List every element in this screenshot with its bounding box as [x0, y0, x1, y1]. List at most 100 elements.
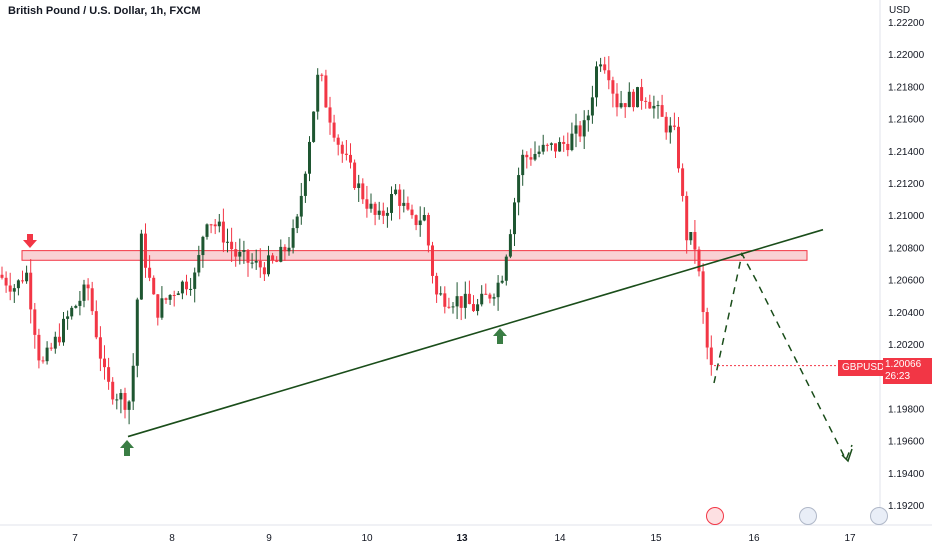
candle-body [312, 111, 316, 142]
chart-title: British Pound / U.S. Dollar, 1h, FXCM [8, 5, 201, 17]
candle-body [336, 137, 340, 145]
candle-body [308, 141, 311, 174]
candle-body [537, 151, 541, 154]
projection-arrowhead [841, 448, 853, 463]
x-tick-label: 8 [169, 533, 175, 544]
price-box: 1.20066 26:23 [883, 358, 932, 384]
candle-body [303, 173, 307, 196]
x-tick-label: 15 [650, 533, 662, 544]
candle-body [139, 233, 143, 300]
bar-countdown: 26:23 [885, 371, 911, 382]
candle-body [246, 250, 250, 263]
candle-body [135, 299, 139, 366]
candle-body [33, 309, 37, 335]
candle-body [701, 271, 705, 313]
candle-body [357, 183, 361, 188]
candle-body [49, 347, 53, 349]
candle-body [681, 168, 685, 196]
candle-body [324, 75, 328, 108]
candle-body [291, 228, 295, 248]
candle-body [168, 294, 172, 300]
candle-body [316, 74, 320, 112]
candle-body [90, 288, 94, 312]
y-tick-label: 1.19400 [888, 469, 925, 480]
event-flash-icon[interactable] [706, 507, 724, 525]
candle-body [439, 293, 443, 295]
candle-body [443, 293, 447, 307]
candle-body [644, 100, 648, 102]
candle-body [279, 246, 283, 262]
candle-body [287, 247, 291, 252]
candle-body [521, 154, 525, 176]
y-tick-label: 1.19200 [888, 501, 925, 512]
up-arrow-marker [120, 440, 134, 456]
candle-body [582, 120, 586, 137]
candle-body [709, 347, 713, 365]
candle-body [299, 195, 303, 217]
y-tick-label: 1.22000 [888, 50, 925, 61]
candle-body [422, 215, 426, 221]
candle-body [267, 255, 270, 275]
candle-body [111, 381, 115, 400]
candle-body [258, 260, 262, 268]
candle-body [353, 162, 357, 188]
candle-body [94, 311, 98, 338]
candle-body [558, 141, 562, 152]
x-tick-label: 14 [554, 533, 566, 544]
candle-body [390, 193, 393, 213]
candle-body [426, 215, 430, 246]
candle-body [53, 336, 57, 349]
candle-body [156, 294, 160, 318]
candle-body [86, 284, 90, 289]
candle-body [611, 80, 615, 94]
candle-body [37, 334, 41, 361]
candle-body [283, 246, 287, 252]
projection-path [713, 251, 853, 462]
candle-body [529, 157, 533, 160]
candle-body [365, 199, 369, 209]
candle-body [369, 203, 373, 209]
candle-body [377, 210, 381, 215]
candle-body [332, 122, 336, 138]
candle-body [677, 126, 680, 169]
candle-body [4, 277, 8, 286]
candle-body [254, 260, 258, 263]
candle-body [344, 153, 348, 155]
event-flag-icon-2[interactable] [870, 507, 888, 525]
candle-body [103, 358, 106, 368]
candle-body [164, 298, 168, 300]
candle-body [455, 296, 459, 307]
event-flag-icon[interactable] [799, 507, 817, 525]
candle-body [410, 209, 414, 216]
candle-body [119, 392, 123, 400]
candle-body [209, 224, 213, 226]
candle-body [148, 267, 152, 278]
candle-body [213, 224, 217, 227]
candle-body [394, 189, 398, 194]
candle-body [197, 255, 201, 273]
y-tick-label: 1.21600 [888, 115, 925, 126]
candle-body [45, 347, 49, 362]
x-tick-label: 9 [266, 533, 272, 544]
current-price-tag: GBPUSD 1.20066 26:23 [838, 358, 932, 384]
candle-body [570, 133, 574, 151]
candle-body [201, 236, 205, 256]
candle-body [176, 293, 180, 296]
candle-body [78, 300, 82, 306]
candle-body [340, 144, 344, 154]
candle-body [545, 144, 549, 146]
current-price: 1.20066 [885, 359, 922, 370]
x-tick-label: 7 [72, 533, 78, 544]
candle-body [615, 93, 619, 108]
candle-body [373, 203, 377, 215]
candle-body [476, 304, 480, 312]
candle-body [385, 212, 389, 216]
y-tick-label: 1.22200 [888, 18, 925, 29]
down-arrow-marker [23, 234, 37, 248]
candle-body [205, 224, 209, 237]
candle-body [172, 294, 176, 296]
candle-body [513, 202, 516, 235]
candle-body [656, 105, 660, 107]
candle-body [144, 233, 147, 268]
